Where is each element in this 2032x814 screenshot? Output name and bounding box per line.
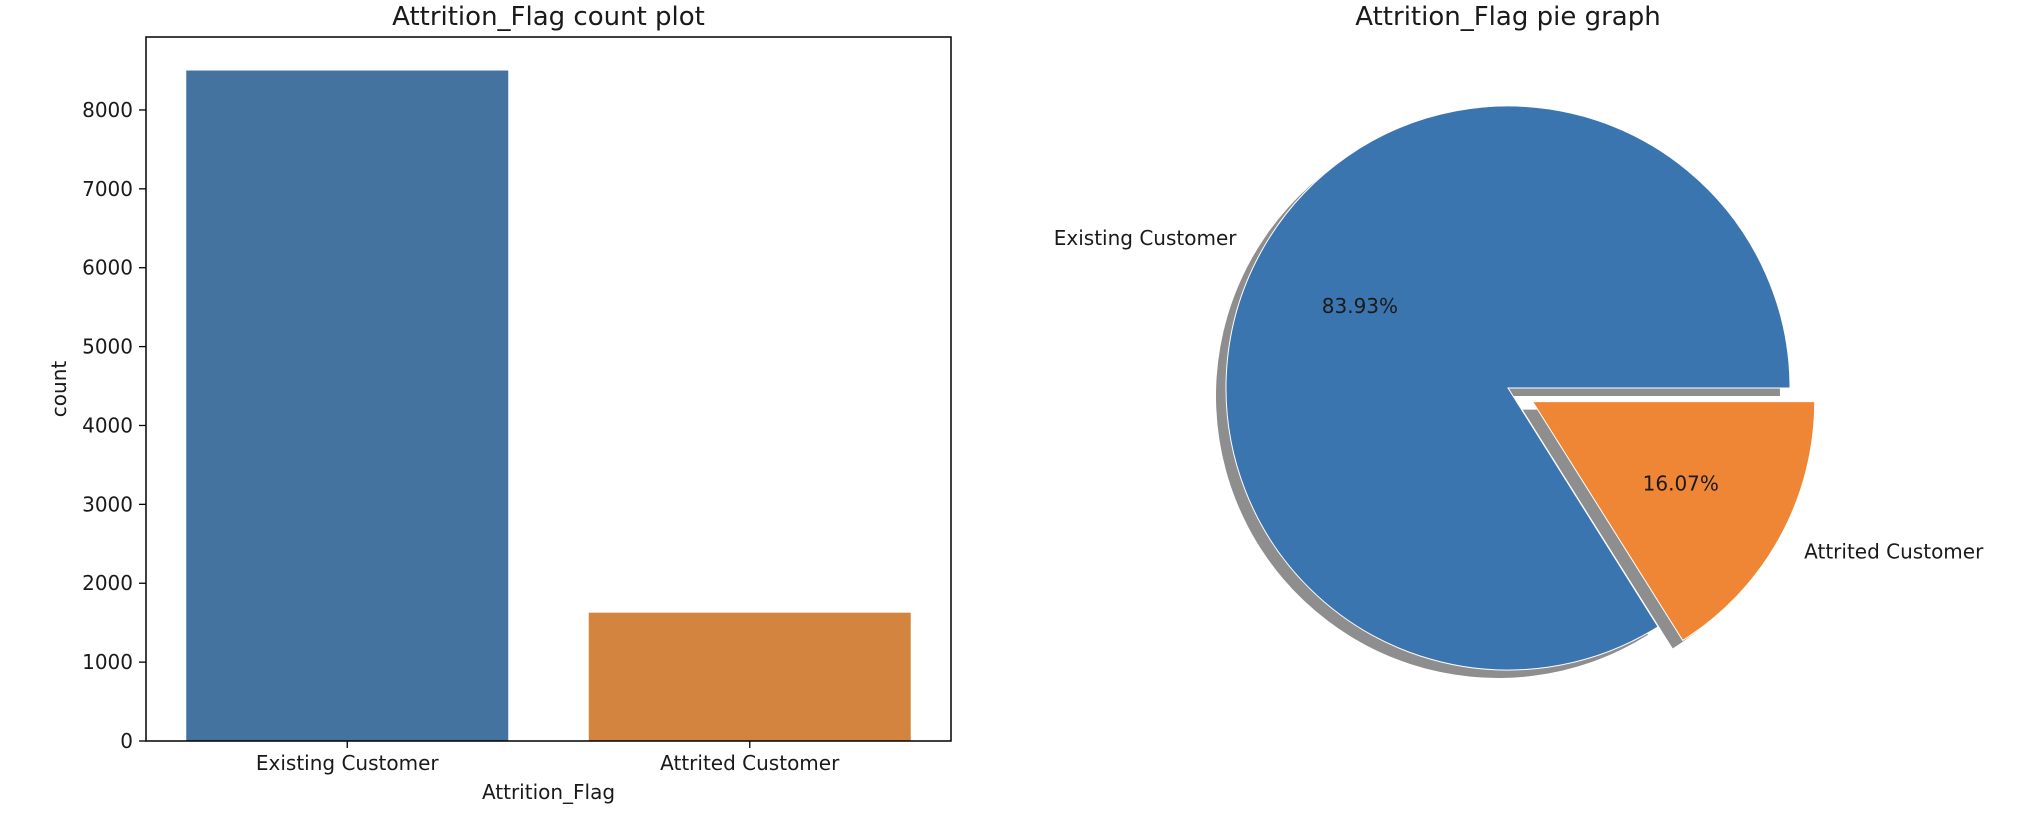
y-axis-label: count [47,361,71,418]
y-tick-label: 7000 [82,177,133,201]
x-tick-label: Existing Customer [256,751,440,775]
count-plot: Attrition_Flag count plot 0 1000 2000 3000 4… [47,2,952,804]
bar-marks [186,70,911,742]
y-tick-label: 4000 [82,413,133,437]
plot-frame [145,36,952,742]
y-tick-label: 6000 [82,256,133,280]
y-tick-label: 3000 [82,492,133,516]
x-axis-label: Attrition_Flag [482,780,615,804]
count-plot-title: Attrition_Flag count plot [392,2,705,32]
bar-existing-customer [186,70,509,742]
bar-attrited-customer [588,612,911,741]
y-tick-label: 8000 [82,98,133,122]
y-tick-label: 5000 [82,335,133,359]
slice-attrited-customer [1531,401,1816,642]
x-tick-label: Attrited Customer [660,751,840,775]
slice-label: Attrited Customer [1804,540,1984,564]
pie-labels: Existing Customer 83.93% Attrited Customer… [1054,226,1984,564]
y-tick-label: 1000 [82,650,133,674]
slice-existing-customer [1225,105,1791,671]
pie-graph-title: Attrition_Flag pie graph [1355,2,1660,32]
pie-graph: Attrition_Flag pie graph Existing Custom… [1054,2,1984,679]
y-tick-label: 2000 [82,571,133,595]
slice-percent-label: 83.93% [1322,294,1398,318]
x-axis-ticks: Existing Customer Attrited Customer [256,741,840,775]
slice-percent-label: 16.07% [1643,471,1719,495]
pie-slices [1225,105,1816,671]
y-tick-label: 0 [120,729,133,753]
y-axis-ticks: 0 1000 2000 3000 4000 5000 6000 7000 8000 [82,98,146,753]
slice-label: Existing Customer [1054,226,1238,250]
